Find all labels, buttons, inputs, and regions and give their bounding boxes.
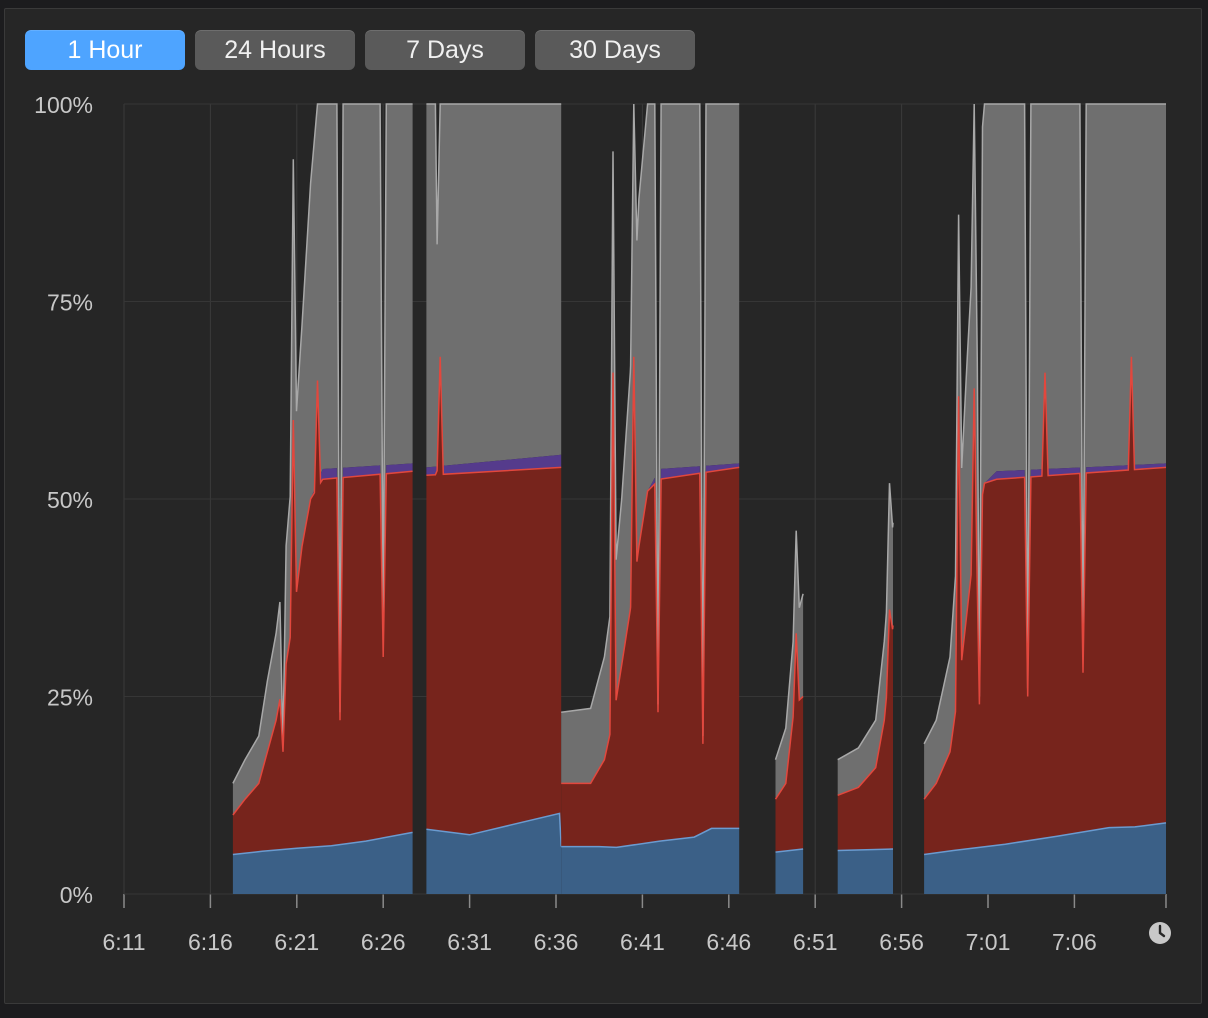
usage-segment xyxy=(774,530,804,894)
idle-area xyxy=(561,104,740,784)
gpu-area xyxy=(426,356,562,476)
idle-line xyxy=(837,483,894,761)
usage-segment xyxy=(232,103,413,894)
idle-area xyxy=(924,104,1166,800)
user-line xyxy=(775,848,804,853)
user-line xyxy=(232,831,413,856)
idle-line xyxy=(923,103,1166,745)
usage-segment xyxy=(923,103,1167,894)
user-area xyxy=(561,828,740,894)
x-tick-label: 7:01 xyxy=(966,929,1011,955)
idle-area xyxy=(232,104,413,815)
user-line xyxy=(426,812,562,847)
x-tick-label: 6:51 xyxy=(793,929,838,955)
tab-24-hours[interactable]: 24 Hours xyxy=(195,30,355,70)
usage-segment xyxy=(837,483,894,894)
x-tick-label: 6:31 xyxy=(447,929,492,955)
x-tick-label: 6:16 xyxy=(188,929,233,955)
idle-area xyxy=(775,530,804,800)
y-tick-label: 0% xyxy=(60,882,93,908)
x-tick-label: 6:41 xyxy=(620,929,665,955)
x-tick-label: 6:56 xyxy=(879,929,924,955)
system-area xyxy=(775,633,804,853)
usage-segment xyxy=(561,103,740,894)
user-line xyxy=(837,848,894,852)
gpu-area xyxy=(924,356,1166,800)
user-line xyxy=(923,822,1167,856)
x-tick-label: 6:21 xyxy=(274,929,319,955)
system-line xyxy=(561,356,740,785)
system-line xyxy=(837,609,894,797)
idle-line xyxy=(426,103,562,245)
y-tick-label: 100% xyxy=(34,92,93,118)
system-line xyxy=(923,356,1167,800)
system-area xyxy=(561,356,740,848)
tab-7-days[interactable]: 7 Days xyxy=(365,30,525,70)
x-tick-label: 6:26 xyxy=(361,929,406,955)
user-area xyxy=(232,832,413,894)
idle-line xyxy=(774,530,804,760)
clock-icon[interactable] xyxy=(1148,921,1172,945)
x-tick-label: 7:06 xyxy=(1052,929,1097,955)
system-line xyxy=(232,380,413,816)
x-tick-label: 6:11 xyxy=(102,929,145,955)
idle-line xyxy=(232,103,413,784)
x-tick-label: 6:46 xyxy=(706,929,751,955)
y-tick-label: 75% xyxy=(47,290,93,316)
user-area xyxy=(837,849,893,894)
user-line xyxy=(561,827,740,849)
user-area xyxy=(426,813,562,894)
tab-1-hour[interactable]: 1 Hour xyxy=(25,30,185,70)
system-area xyxy=(232,380,413,855)
usage-segment xyxy=(426,103,562,894)
system-area xyxy=(426,356,562,847)
system-line xyxy=(426,356,562,477)
x-tick-label: 6:36 xyxy=(534,929,579,955)
y-tick-label: 50% xyxy=(47,487,93,513)
y-tick-label: 25% xyxy=(47,685,93,711)
idle-area xyxy=(837,483,893,796)
user-area xyxy=(924,822,1166,894)
idle-line xyxy=(561,103,740,737)
time-range-tabs: 1 Hour 24 Hours 7 Days 30 Days xyxy=(25,30,695,70)
tab-30-days[interactable]: 30 Days xyxy=(535,30,695,70)
system-line xyxy=(774,633,804,800)
system-area xyxy=(924,356,1166,855)
user-area xyxy=(775,849,804,894)
idle-area xyxy=(426,104,562,468)
